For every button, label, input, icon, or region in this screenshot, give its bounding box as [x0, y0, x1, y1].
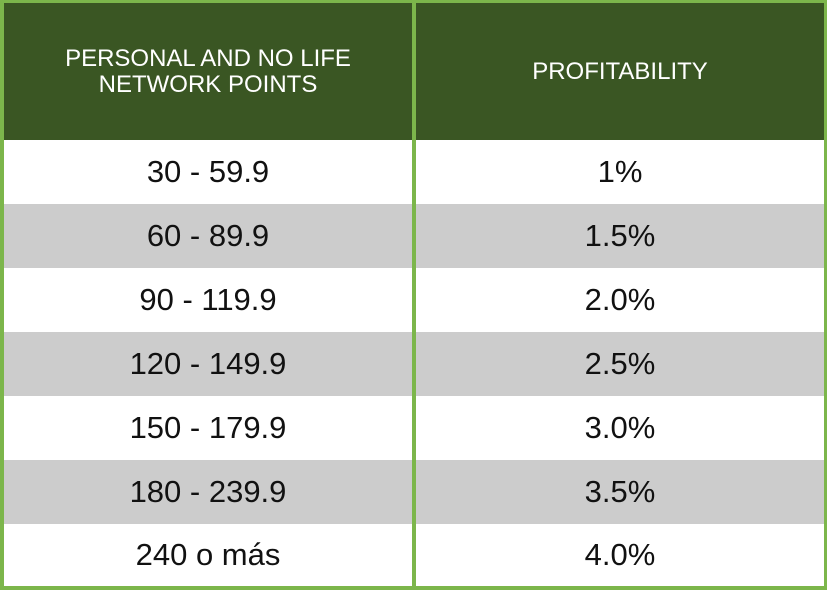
table-row: 120 - 149.9 2.5%	[4, 332, 824, 396]
profitability-cell: 1.5%	[412, 204, 824, 268]
profitability-cell: 3.0%	[412, 396, 824, 460]
table-row: 30 - 59.9 1%	[4, 140, 824, 204]
points-cell: 90 - 119.9	[139, 282, 277, 317]
profitability-cell: 3.5%	[412, 460, 824, 524]
table-row: 60 - 89.9 1.5%	[4, 204, 824, 268]
header-profitability-label: PROFITABILITY	[532, 57, 708, 85]
profitability-cell: 2.0%	[412, 268, 824, 332]
points-cell: 150 - 179.9	[129, 410, 287, 445]
table-body: 30 - 59.9 1% 60 - 89.9 1.5% 90 - 119.9 2.0% 12…	[4, 140, 824, 586]
points-cell: 30 - 59.9	[146, 154, 270, 189]
header-profitability: PROFITABILITY	[412, 3, 824, 140]
points-cell: 240 o más	[135, 537, 281, 572]
table-row: 180 - 239.9 3.5%	[4, 460, 824, 524]
profitability-cell: 1%	[412, 140, 824, 204]
points-cell: 120 - 149.9	[129, 346, 287, 381]
points-cell: 60 - 89.9	[146, 218, 270, 253]
header-points: PERSONAL AND NO LIFE NETWORK POINTS	[4, 3, 412, 140]
table-row: 90 - 119.9 2.0%	[4, 268, 824, 332]
header-points-label: PERSONAL AND NO LIFE NETWORK POINTS	[65, 44, 351, 98]
points-cell: 180 - 239.9	[129, 474, 287, 509]
table-header: PERSONAL AND NO LIFE NETWORK POINTS PROF…	[4, 3, 824, 140]
table-row: 240 o más 4.0%	[4, 524, 824, 586]
profitability-cell: 4.0%	[412, 524, 824, 586]
table-row: 150 - 179.9 3.0%	[4, 396, 824, 460]
profitability-cell: 2.5%	[412, 332, 824, 396]
